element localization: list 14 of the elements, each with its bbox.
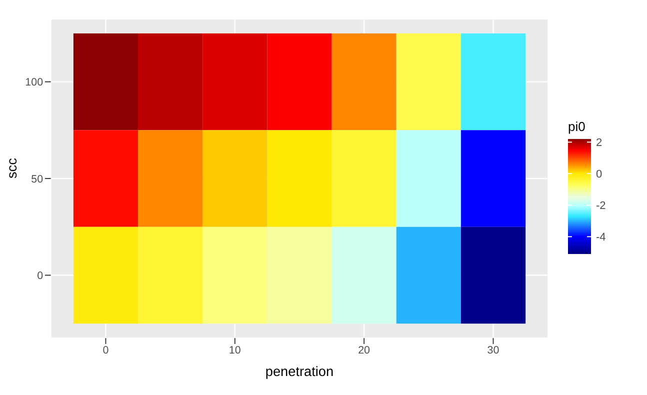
y-axis-title: scc [4, 158, 20, 179]
x-tick-label: 10 [228, 344, 241, 357]
y-tick-label: 0 [37, 270, 44, 282]
color-bar-label: 2 [596, 136, 602, 149]
y-tick-label: 50 [31, 173, 44, 186]
color-bar-label: -2 [596, 200, 606, 212]
color-bar-label: 0 [596, 168, 602, 180]
x-tick-label: 0 [102, 344, 109, 357]
x-tick-label: 30 [487, 344, 500, 357]
y-tick-label: 100 [25, 76, 44, 89]
color-bar-label: -4 [596, 231, 606, 244]
color-bar-title: pi0 [568, 118, 586, 134]
x-axis-title: penetration [265, 364, 334, 380]
x-tick-label: 20 [358, 344, 370, 357]
